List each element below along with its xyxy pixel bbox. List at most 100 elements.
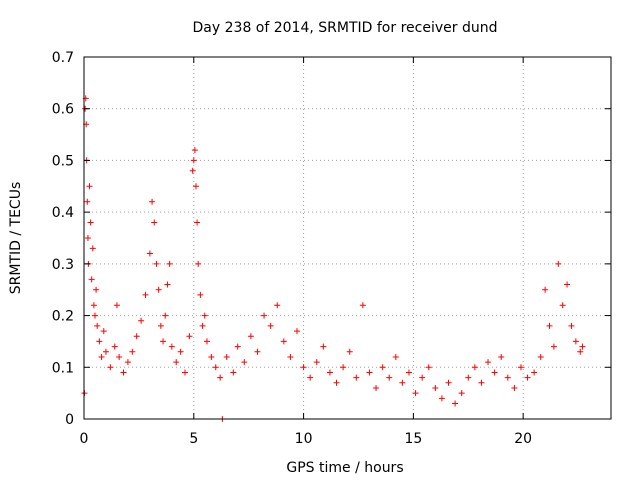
data-point bbox=[217, 374, 224, 381]
data-point bbox=[116, 353, 123, 360]
y-tick-label: 0.4 bbox=[52, 205, 74, 221]
data-point bbox=[542, 286, 549, 293]
data-point bbox=[564, 281, 571, 288]
data-point bbox=[478, 379, 485, 386]
data-point bbox=[177, 348, 184, 355]
data-point bbox=[419, 374, 426, 381]
data-point bbox=[491, 369, 498, 376]
data-point bbox=[91, 312, 98, 319]
y-tick-label: 0.5 bbox=[52, 153, 74, 169]
data-point bbox=[550, 343, 557, 350]
data-point bbox=[168, 343, 175, 350]
data-point bbox=[498, 353, 505, 360]
data-point bbox=[124, 359, 131, 366]
data-point bbox=[471, 364, 478, 371]
data-point bbox=[359, 302, 366, 309]
data-point bbox=[568, 322, 575, 329]
data-point bbox=[90, 302, 97, 309]
y-tick-label: 0.1 bbox=[52, 360, 74, 376]
data-point bbox=[267, 322, 274, 329]
data-point bbox=[192, 183, 199, 190]
data-point bbox=[155, 286, 162, 293]
data-point bbox=[438, 395, 445, 402]
data-point bbox=[87, 219, 94, 226]
data-point bbox=[133, 333, 140, 340]
data-point bbox=[107, 364, 114, 371]
data-point bbox=[537, 353, 544, 360]
data-point bbox=[247, 333, 254, 340]
data-point bbox=[84, 235, 91, 241]
data-point bbox=[157, 322, 164, 329]
x-tick-label: 0 bbox=[80, 431, 89, 447]
data-point bbox=[149, 198, 156, 205]
x-tick-label: 20 bbox=[514, 431, 532, 447]
data-point bbox=[340, 364, 347, 371]
data-point bbox=[89, 245, 96, 252]
data-point bbox=[485, 359, 492, 366]
data-point bbox=[84, 198, 91, 205]
data-point bbox=[445, 379, 452, 386]
data-point bbox=[182, 369, 189, 376]
data-point bbox=[579, 343, 586, 350]
data-point bbox=[307, 374, 314, 381]
data-point bbox=[160, 338, 167, 345]
data-point bbox=[100, 328, 107, 335]
data-point bbox=[379, 364, 386, 371]
data-point bbox=[313, 359, 320, 366]
data-point bbox=[142, 291, 149, 298]
data-point bbox=[353, 374, 360, 381]
y-tick-label: 0.7 bbox=[52, 50, 74, 66]
data-point bbox=[572, 338, 579, 345]
tick-layer: 0 0.1 0.2 0.3 0.4 0.5 0.6 0.7 0 5 10 15 20 bbox=[52, 50, 611, 447]
data-point bbox=[189, 167, 196, 174]
data-point bbox=[234, 343, 241, 350]
data-point bbox=[465, 374, 472, 381]
data-point bbox=[173, 359, 180, 366]
data-point bbox=[577, 348, 584, 355]
data-point bbox=[113, 302, 120, 309]
data-point bbox=[546, 322, 553, 329]
data-point bbox=[212, 364, 219, 371]
data-point bbox=[190, 157, 197, 164]
y-tick-label: 0 bbox=[65, 412, 74, 428]
data-point bbox=[223, 353, 230, 360]
x-tick-label: 15 bbox=[404, 431, 422, 447]
data-point bbox=[120, 369, 127, 376]
plot-frame bbox=[83, 56, 612, 420]
data-point bbox=[555, 260, 562, 267]
data-point bbox=[293, 328, 300, 335]
data-point bbox=[199, 322, 206, 329]
y-tick-label: 0.6 bbox=[52, 102, 74, 118]
data-point bbox=[111, 343, 118, 350]
data-point bbox=[208, 353, 215, 360]
data-point bbox=[320, 343, 327, 350]
data-point bbox=[241, 359, 248, 366]
data-point bbox=[98, 353, 105, 360]
data-point bbox=[346, 348, 353, 355]
data-point bbox=[261, 312, 268, 319]
grid-layer bbox=[84, 57, 611, 419]
data-point bbox=[524, 374, 531, 381]
data-point bbox=[425, 364, 432, 371]
data-point bbox=[186, 333, 193, 340]
data-point bbox=[194, 219, 201, 226]
data-point bbox=[162, 312, 169, 319]
data-point bbox=[197, 291, 204, 298]
data-point bbox=[166, 260, 173, 267]
data-point bbox=[559, 302, 566, 309]
data-point bbox=[93, 286, 100, 293]
data-point bbox=[333, 379, 340, 386]
data-point bbox=[203, 338, 210, 345]
y-tick-label: 0.3 bbox=[52, 257, 74, 273]
data-point bbox=[86, 183, 93, 190]
data-point bbox=[517, 364, 524, 371]
data-point bbox=[399, 379, 406, 386]
data-point bbox=[531, 369, 538, 376]
y-tick-label: 0.2 bbox=[52, 309, 74, 325]
data-point bbox=[96, 338, 103, 345]
data-point bbox=[405, 369, 412, 376]
data-point bbox=[432, 384, 439, 391]
data-point bbox=[129, 348, 136, 355]
